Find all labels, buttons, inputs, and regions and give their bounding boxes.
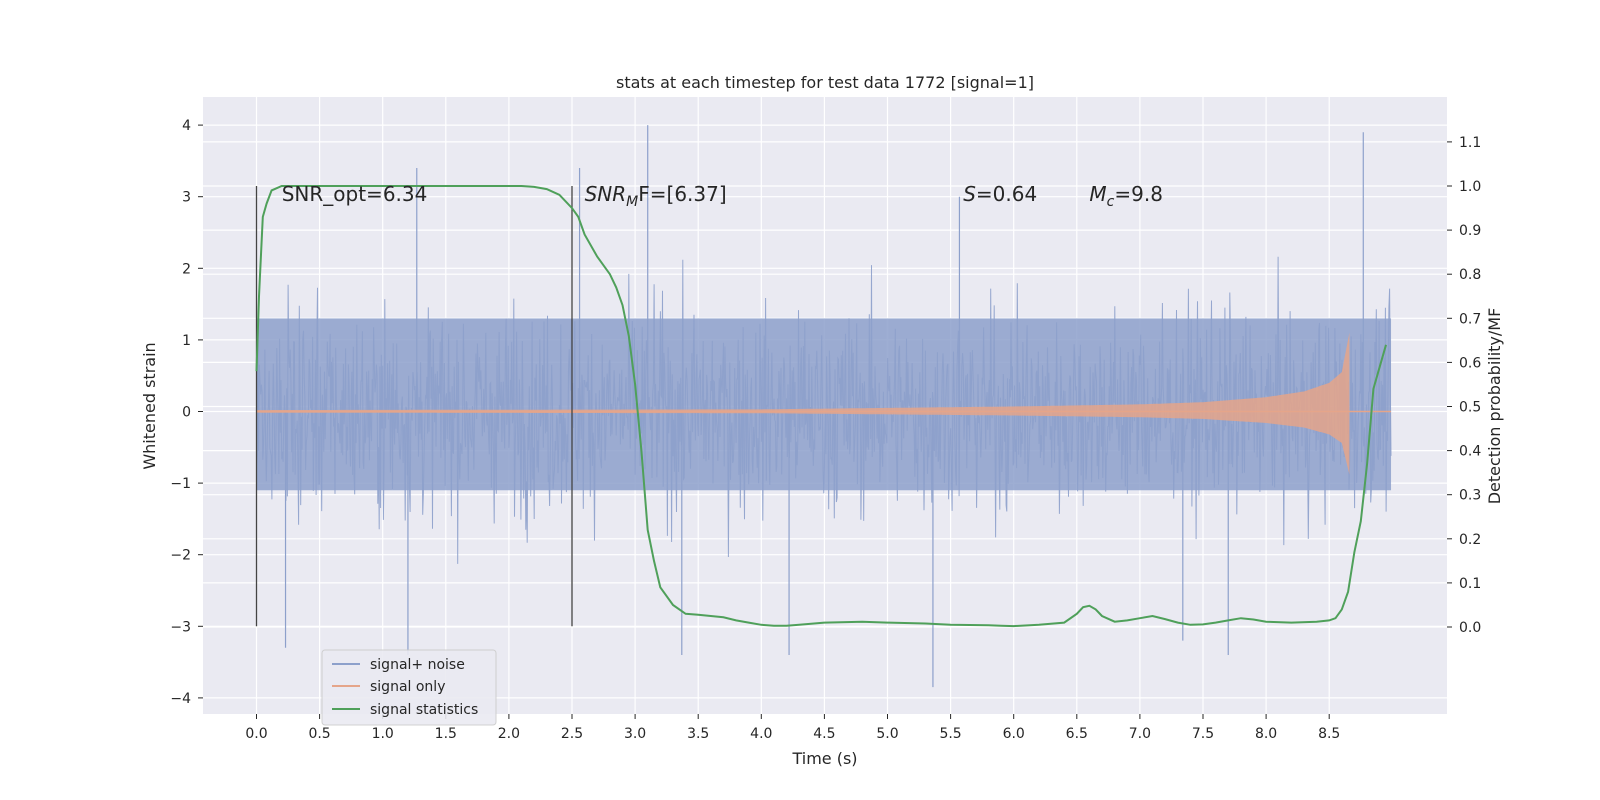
y2-tick-label: 1.0: [1459, 179, 1481, 195]
marker-lines: [255, 185, 573, 627]
y-tick-label: −4: [170, 691, 191, 707]
y2-tick-label: 0.4: [1459, 444, 1481, 460]
chart-title: stats at each timestep for test data 177…: [616, 73, 1034, 92]
x-tick-label: 6.5: [1066, 726, 1088, 742]
annotation-snr_mf: SNRMF=[6.37]: [585, 182, 727, 210]
y2-tick-label: 0.1: [1459, 576, 1481, 592]
y2-tick-label: 0.2: [1459, 532, 1481, 548]
y2-tick-label: 0.6: [1459, 355, 1481, 371]
y-tick-label: 4: [182, 118, 191, 134]
legend-label-signal: signal only: [370, 679, 445, 695]
x-tick-label: 4.0: [750, 726, 772, 742]
y2-tick-label: 0.5: [1459, 400, 1481, 416]
legend-label-noise: signal+ noise: [370, 657, 465, 673]
y-tick-label: 0: [182, 405, 191, 421]
x-tick-label: 8.5: [1318, 726, 1340, 742]
y2-tick-label: 0.7: [1459, 311, 1481, 327]
x-tick-label: 4.5: [813, 726, 835, 742]
x-axis-label: Time (s): [791, 749, 857, 768]
annotations: SNR_opt=6.34 SNRMF=[6.37] S=0.64 Mc=9.8: [282, 182, 1163, 210]
x-tick-label: 1.5: [435, 726, 457, 742]
legend: signal+ noise signal only signal statist…: [321, 649, 497, 726]
x-tick-label: 2.0: [498, 726, 520, 742]
signal-statistics-series: [255, 185, 1387, 628]
x-tick-label: 6.0: [1003, 726, 1025, 742]
x-tick-label: 5.0: [876, 726, 898, 742]
y-tick-label: 1: [182, 333, 191, 349]
y2-tick-label: 0.8: [1459, 267, 1481, 283]
y-tick-label: 3: [182, 190, 191, 206]
y2-tick-label: 0.9: [1459, 223, 1481, 239]
y-tick-label: −3: [170, 619, 191, 635]
x-tick-label: 8.0: [1255, 726, 1277, 742]
y-tick-label: −2: [170, 548, 191, 564]
y-tick-label: 2: [182, 261, 191, 277]
x-tick-label: 7.0: [1129, 726, 1151, 742]
signal-only-series: [256, 332, 1392, 475]
annotation-s_value: S=0.64: [963, 182, 1037, 206]
y2-axis-label: Detection probability/MF: [1485, 308, 1504, 505]
y2-tick-label: 1.1: [1459, 135, 1481, 151]
legend-label-stats: signal statistics: [370, 702, 478, 718]
y-axis-ticks: 4 3 2 1 0 −1 −2 −3 −4: [170, 118, 203, 707]
x-tick-label: 3.5: [687, 726, 709, 742]
x-axis-ticks: 0.0 0.5 1.0 1.5 2.0 2.5 3.0 3.5 4.0 4.5 5.0 5.5 6.0 6…: [245, 714, 1340, 742]
x-tick-label: 3.0: [624, 726, 646, 742]
annotation-snr_opt: SNR_opt=6.34: [282, 182, 428, 206]
annotation-mc_value: Mc=9.8: [1089, 182, 1163, 210]
statistics-line: [255, 185, 1387, 628]
y2-tick-label: 0.3: [1459, 488, 1481, 504]
y-tick-label: −1: [170, 476, 191, 492]
x-tick-label: 0.0: [245, 726, 267, 742]
y2-tick-label: 0.0: [1459, 620, 1481, 636]
x-tick-label: 1.0: [372, 726, 394, 742]
legend-box: [321, 649, 497, 726]
x-tick-label: 0.5: [308, 726, 330, 742]
y-axis-label: Whitened strain: [140, 342, 159, 469]
noise-line: [256, 256, 1392, 564]
x-tick-label: 2.5: [561, 726, 583, 742]
x-tick-label: 5.5: [939, 726, 961, 742]
x-tick-label: 7.5: [1192, 726, 1214, 742]
y2-axis-ticks: 1.1 1.0 0.9 0.8 0.7 0.6 0.5 0.4 0.3 0.2 0.1 0.0: [1447, 135, 1481, 636]
